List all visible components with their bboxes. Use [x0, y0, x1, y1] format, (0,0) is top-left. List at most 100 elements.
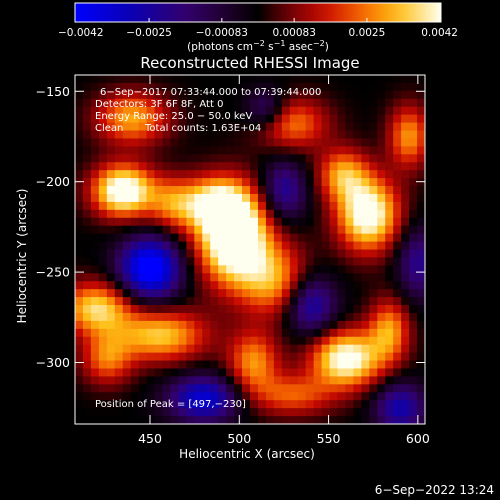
heatmap-cell — [210, 106, 219, 116]
heatmap-cell — [297, 416, 307, 424]
heatmap-cell — [202, 146, 211, 155]
heatmap-cell — [146, 209, 155, 219]
heatmap-cell — [281, 209, 291, 219]
heatmap-cell — [409, 130, 418, 139]
heatmap-cell — [401, 225, 410, 235]
heatmap-cell — [210, 392, 219, 401]
heatmap-cell — [329, 138, 338, 147]
heatmap-cell — [75, 249, 84, 258]
heatmap-cell — [98, 297, 108, 306]
heatmap-cell — [106, 122, 116, 131]
heatmap-cell — [130, 360, 140, 369]
heatmap-cell — [361, 400, 370, 409]
heatmap-cell — [122, 106, 132, 116]
heatmap-cell — [313, 154, 322, 163]
heatmap-cell — [409, 344, 418, 354]
heatmap-cell — [146, 122, 155, 131]
heatmap-cell — [345, 249, 354, 258]
heatmap-cell — [321, 122, 330, 131]
heatmap-cell — [162, 328, 171, 338]
heatmap-cell — [122, 392, 132, 401]
heatmap-cell — [170, 281, 179, 290]
heatmap-cell — [178, 416, 187, 424]
heatmap-cell — [146, 193, 155, 203]
heatmap-cell — [146, 75, 155, 84]
heatmap-cell — [337, 265, 346, 274]
heatmap-cell — [98, 130, 108, 139]
heatmap-cell — [75, 209, 84, 219]
heatmap-cell — [186, 209, 195, 219]
heatmap-cell — [361, 209, 370, 219]
heatmap-cell — [401, 217, 410, 227]
heatmap-cell — [154, 336, 163, 346]
heatmap-cell — [257, 336, 267, 346]
heatmap-cell — [385, 265, 394, 274]
heatmap-cell — [313, 368, 322, 377]
heatmap-cell — [122, 312, 132, 322]
annotation-energy-range: Energy Range: 25.0 − 50.0 keV — [95, 111, 252, 122]
heatmap-cell — [361, 392, 370, 401]
heatmap-cell — [305, 217, 315, 227]
heatmap-cell — [234, 162, 243, 171]
heatmap-cell — [170, 209, 179, 219]
heatmap-cell — [210, 130, 219, 139]
heatmap-cell — [114, 122, 124, 131]
heatmap-cell — [401, 400, 410, 409]
heatmap-cell — [273, 217, 283, 227]
heatmap-cell — [329, 297, 338, 306]
heatmap-cell — [138, 122, 147, 131]
heatmap-cell — [250, 186, 259, 195]
heatmap-cell — [361, 360, 370, 369]
heatmap-cell — [210, 114, 219, 123]
heatmap-cell — [138, 82, 147, 92]
heatmap-cell — [337, 130, 346, 139]
heatmap-cell — [321, 217, 330, 227]
heatmap-cell — [257, 312, 267, 322]
heatmap-cell — [250, 312, 259, 322]
heatmap-cell — [353, 392, 362, 401]
heatmap-cell — [345, 305, 354, 314]
heatmap-cell — [313, 408, 322, 417]
heatmap-cell — [321, 225, 330, 235]
x-tick-label: 500 — [227, 431, 251, 446]
heatmap-cell — [305, 320, 315, 330]
heatmap-cell — [82, 90, 92, 100]
heatmap-cell — [305, 360, 315, 369]
heatmap-cell — [234, 106, 243, 116]
heatmap-cell — [90, 273, 100, 282]
heatmap-cell — [361, 186, 370, 195]
heatmap-cell — [297, 392, 307, 401]
heatmap-cell — [401, 75, 410, 84]
heatmap-cell — [289, 193, 299, 203]
heatmap-cell — [257, 289, 267, 298]
heatmap-cell — [98, 336, 108, 346]
heatmap-cell — [202, 114, 211, 123]
heatmap-cell — [106, 297, 116, 306]
heatmap-cell — [122, 344, 132, 354]
heatmap-cell — [273, 186, 283, 195]
heatmap-cell — [393, 400, 402, 409]
heatmap-cell — [170, 138, 179, 147]
heatmap-cell — [106, 241, 116, 250]
heatmap-cell — [337, 146, 346, 155]
heatmap-cell — [90, 154, 100, 163]
heatmap-cell — [337, 193, 346, 203]
heatmap-cell — [106, 352, 116, 361]
heatmap-cell — [122, 75, 132, 84]
heatmap-cell — [385, 186, 394, 195]
heatmap-cell — [281, 257, 291, 266]
heatmap-cell — [321, 241, 330, 250]
heatmap-cell — [297, 281, 307, 290]
heatmap-cell — [98, 170, 108, 179]
heatmap-cell — [273, 162, 283, 171]
heatmap-cell — [130, 82, 140, 92]
heatmap-cell — [178, 273, 187, 282]
heatmap-cell — [321, 98, 330, 108]
heatmap-cell — [401, 154, 410, 163]
heatmap-cell — [337, 312, 346, 322]
heatmap-cell — [393, 122, 402, 131]
heatmap-cell — [401, 201, 410, 211]
heatmap-cell — [377, 146, 386, 155]
heatmap-cell — [130, 170, 140, 179]
heatmap-cell — [194, 154, 203, 163]
